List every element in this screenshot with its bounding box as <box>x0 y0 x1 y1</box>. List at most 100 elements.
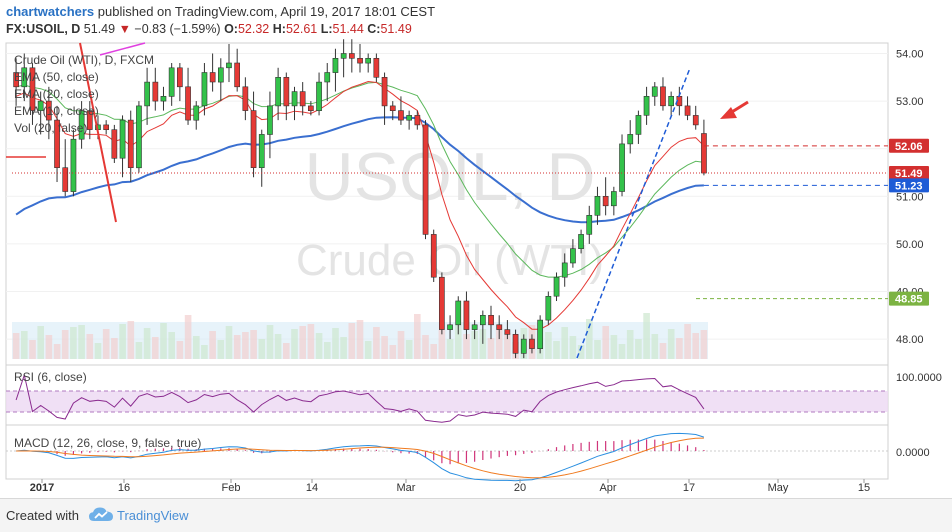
candle-body <box>463 300 470 330</box>
candle-body <box>37 100 44 111</box>
volume-bar <box>626 330 634 359</box>
candle-body <box>29 67 36 111</box>
volume-bar <box>242 332 249 359</box>
candle-body <box>111 129 118 159</box>
created-with-text: Created with <box>6 508 79 523</box>
price-label-text: 48.85 <box>895 294 923 306</box>
price-tick-label: 54.00 <box>896 49 924 61</box>
candle-body <box>684 105 691 116</box>
time-axis[interactable]: 2017 16 Feb 14 Mar 20 Apr 17 May 15 <box>30 479 870 494</box>
volume-bar <box>78 325 85 359</box>
volume-bar <box>143 328 151 359</box>
price-axis[interactable]: 54.0053.0052.0051.0050.0049.0048.00100.0… <box>896 49 942 460</box>
candles[interactable] <box>13 39 707 359</box>
candle-body <box>275 77 282 107</box>
volume-bar <box>446 339 454 359</box>
volume-bar <box>119 324 126 359</box>
candle-body <box>471 324 478 330</box>
volume-bar <box>577 345 585 359</box>
published-text: published on TradingView.com, April 19, … <box>97 4 436 19</box>
rsi-band <box>6 391 888 412</box>
candle-body <box>258 134 265 168</box>
candle-body <box>586 215 593 235</box>
tradingview-brand-link[interactable]: TradingView <box>117 508 189 523</box>
volume-bar <box>348 323 356 359</box>
candle-body <box>610 191 617 207</box>
author-link[interactable]: chartwatchers <box>6 4 95 19</box>
time-tick-label: Feb <box>222 482 241 494</box>
volume-bar <box>561 327 568 359</box>
volume-bar <box>659 343 667 359</box>
publish-header: chartwatchers published on TradingView.c… <box>6 4 435 19</box>
volume-bar <box>201 345 208 359</box>
drawings[interactable] <box>6 42 888 359</box>
volume-bar <box>692 333 699 359</box>
candle-body <box>136 105 142 169</box>
volume-bar <box>430 344 437 359</box>
high-label: H: <box>272 22 286 36</box>
volume-bar <box>70 327 77 359</box>
volume-bar <box>332 328 339 359</box>
candle-body <box>438 276 445 330</box>
macd-series <box>6 432 888 482</box>
volume-bar <box>61 330 69 359</box>
volume-bar <box>479 329 487 359</box>
down-arrow-icon: ▼ <box>118 22 131 36</box>
red-trendline <box>79 42 117 223</box>
candle-body <box>250 110 257 168</box>
volume-bar <box>586 319 593 359</box>
tradingview-cloud-icon[interactable] <box>88 506 114 524</box>
candle-body <box>406 115 413 121</box>
legend-ema10: EMA (10, close) <box>14 104 99 118</box>
time-tick-label: 17 <box>683 482 695 494</box>
volume-bar <box>127 321 135 359</box>
symbol-header: FX:USOIL, D 51.49 ▼ −0.83 (−1.59%) O:52.… <box>6 22 412 36</box>
footer: Created with TradingView <box>0 498 952 532</box>
volume-bar <box>291 329 298 359</box>
candle-body <box>357 57 363 64</box>
open-value: 52.32 <box>237 22 270 36</box>
volume-bar <box>12 333 20 359</box>
macd-tick-label: 0.0000 <box>896 447 930 459</box>
volume-bar <box>676 338 683 359</box>
volume-bar <box>29 340 36 359</box>
open-label: O: <box>224 22 238 36</box>
candle-body <box>177 67 183 88</box>
rsi-tick-label: 100.0000 <box>896 372 942 384</box>
candle-body <box>545 295 552 321</box>
volume-bar <box>340 337 347 359</box>
volume-bar <box>635 339 642 359</box>
candle-body <box>373 57 380 78</box>
volume-bar <box>594 340 601 359</box>
time-tick-label: 16 <box>118 482 130 494</box>
volume-bar <box>463 334 470 359</box>
price-label-text: 52.06 <box>895 141 923 153</box>
candle-body <box>62 167 69 192</box>
volume-bar <box>53 344 61 359</box>
volume-bar <box>364 341 372 359</box>
volume-bar <box>495 324 503 359</box>
time-tick-label: 20 <box>514 482 526 494</box>
candle-body <box>594 196 601 216</box>
candle-body <box>13 72 20 88</box>
close-label: C: <box>367 22 381 36</box>
signal-line <box>16 437 704 479</box>
high-value: 52.61 <box>285 22 318 36</box>
rsi-series <box>6 373 888 423</box>
candle-body <box>160 96 167 102</box>
candle-body <box>627 134 634 145</box>
price-tick-label: 50.00 <box>896 239 924 251</box>
chart-canvas[interactable]: USOIL, D Crude Oil (WTI) Crude Oil (WTI)… <box>0 0 952 498</box>
volume-bar <box>651 334 659 359</box>
candle-body <box>455 300 462 326</box>
volume-bar <box>602 326 609 359</box>
blue-dashed-trendline <box>576 67 691 359</box>
volume-bar <box>389 345 397 359</box>
volume-bar <box>37 326 44 359</box>
volume-bar <box>152 337 159 359</box>
candle-body <box>692 115 699 126</box>
candle-body <box>365 57 372 64</box>
candle-body <box>291 91 298 107</box>
candle-body <box>307 105 314 112</box>
volume-bar <box>405 340 413 359</box>
